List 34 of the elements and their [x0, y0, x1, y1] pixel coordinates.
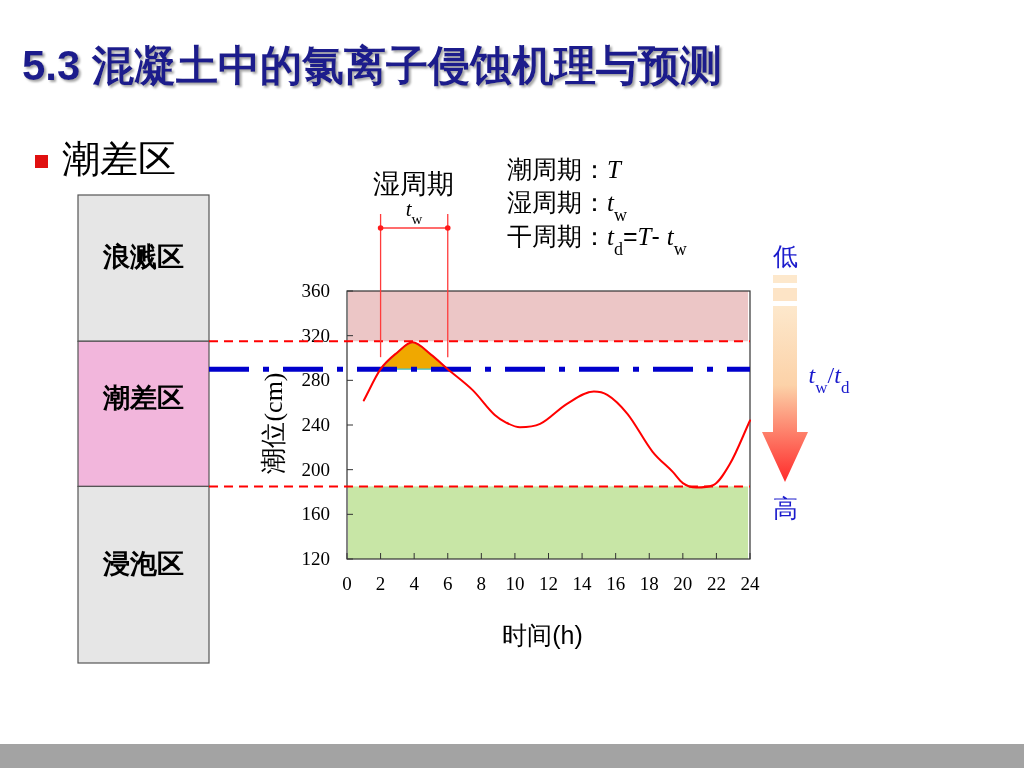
y-tick-label: 240 [301, 414, 330, 435]
x-tick-label: 4 [409, 573, 420, 594]
x-tick-label: 8 [476, 573, 487, 594]
y-tick-label: 160 [301, 503, 330, 525]
ylabel: 潮位(cm) [259, 372, 288, 474]
annotation: 潮周期：T [507, 155, 621, 183]
x-tick-label: 20 [673, 573, 693, 594]
annotation: 低 [772, 242, 798, 270]
subtitle: 潮差区 [62, 138, 176, 180]
annotation: 干周期：t$_{d}$=T- t$_{w}$ [507, 222, 687, 259]
x-tick-label: 10 [505, 573, 525, 594]
y-tick-label: 280 [301, 369, 330, 391]
annotation: 浪溅区 [102, 242, 184, 272]
x-tick-label: 12 [539, 573, 558, 594]
x-tick-label: 22 [706, 573, 726, 594]
xlabel: 时间(h) [502, 621, 583, 649]
x-tick-label: 16 [606, 573, 626, 594]
annotation: 潮差区 [102, 383, 184, 413]
y-tick-label: 120 [301, 548, 330, 569]
x-tick-label: 6 [443, 573, 453, 594]
x-tick-label: 0 [342, 573, 352, 594]
annotation: 浸泡区 [102, 549, 184, 579]
annotation: 高 [772, 494, 798, 522]
title: 5.3 混凝土中的氯离子侵蚀机理与预测 [22, 42, 723, 89]
annotation: t$_{w}$ [405, 197, 423, 227]
x-tick-label: 24 [740, 573, 760, 594]
y-tick-label: 360 [301, 280, 330, 301]
x-tick-label: 2 [375, 573, 386, 594]
annotation: 湿周期 [372, 169, 454, 199]
annotation: t$_{w}$/t$_{d}$ [808, 362, 850, 397]
annotation: 湿周期：t$_{w}$ [507, 188, 627, 225]
y-tick-label: 200 [301, 458, 330, 480]
x-tick-label: 14 [572, 573, 593, 594]
x-tick-label: 18 [639, 573, 659, 594]
